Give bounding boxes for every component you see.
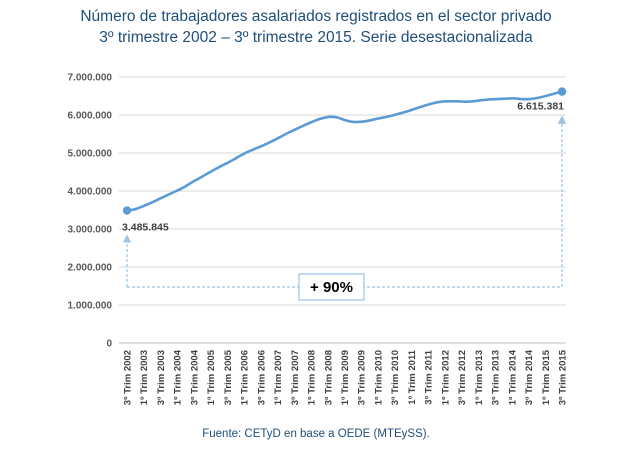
x-tick-label: 3º Trim 2012 — [457, 350, 468, 405]
gridlines — [119, 76, 566, 344]
x-tick-label: 1º Trim 2015 — [541, 349, 552, 405]
x-tick-label: 1º Trim 2012 — [440, 350, 451, 405]
x-tick-label: 3º Trim 2010 — [390, 350, 401, 405]
series-line — [125, 90, 564, 212]
y-axis-tick-labels: 0 1.000.000 2.000.000 3.000.000 4.000.000 5.0… — [68, 73, 113, 350]
y-tick-label: 2.000.000 — [68, 263, 113, 274]
x-tick-label: 3º Trim 2005 — [223, 349, 234, 405]
y-tick-label: 0 — [106, 339, 112, 350]
chart-title: Número de trabajadores asalariados regis… — [0, 6, 632, 48]
source-note: Fuente: CETyD en base a OEDE (MTEySS). — [202, 428, 430, 440]
x-tick-label: 3º Trim 2015 — [558, 349, 569, 405]
x-tick-label: 1º Trim 2008 — [307, 350, 318, 405]
y-tick-label: 3.000.000 — [68, 225, 113, 236]
y-tick-label: 4.000.000 — [68, 187, 113, 198]
y-tick-label: 5.000.000 — [68, 149, 113, 160]
y-tick-label: 7.000.000 — [68, 73, 113, 84]
x-tick-label: 1º Trim 2014 — [507, 349, 518, 405]
x-tick-label: 3º Trim 2006 — [256, 350, 267, 405]
x-tick-label: 3º Trim 2008 — [323, 350, 334, 405]
series-layer: 3.485.845 6.615.381 — [122, 87, 567, 234]
x-tick-label: 1º Trim 2011 — [407, 349, 418, 404]
x-tick-label: 1º Trim 2007 — [273, 350, 284, 405]
x-tick-label: 1º Trim 2005 — [206, 349, 217, 405]
growth-box — [298, 273, 365, 301]
x-tick-label: 3º Trim 2007 — [290, 350, 301, 405]
x-tick-label: 1º Trim 2006 — [240, 350, 251, 405]
x-axis-tick-labels: 3º Trim 2002 1º Trim 2003 3º Trim 2003 1º T… — [123, 349, 569, 405]
chart-title-line-1: Número de trabajadores asalariados regis… — [80, 8, 552, 25]
growth-label: + 90% — [310, 279, 353, 296]
x-tick-label: 1º Trim 2003 — [139, 350, 150, 405]
x-tick-label: 3º Trim 2009 — [357, 350, 368, 405]
start-point-marker — [122, 206, 132, 215]
y-tick-label: 6.000.000 — [68, 111, 113, 122]
x-tick-label: 3º Trim 2002 — [123, 350, 134, 405]
x-tick-label: 3º Trim 2003 — [156, 350, 167, 405]
end-point-marker — [557, 87, 567, 96]
x-tick-label: 1º Trim 2013 — [474, 350, 485, 405]
x-tick-label: 3º Trim 2014 — [524, 349, 535, 405]
x-tick-label: 1º Trim 2009 — [340, 350, 351, 405]
x-tick-label: 1º Trim 2010 — [373, 350, 384, 405]
growth-annotation: + 90% — [122, 115, 567, 301]
chart-title-line-2: 3º trimestre 2002 – 3º trimestre 2015. S… — [99, 29, 533, 46]
x-tick-label: 1º Trim 2004 — [173, 349, 184, 405]
end-value-label: 6.615.381 — [517, 101, 564, 113]
x-tick-label: 3º Trim 2011 — [424, 349, 435, 404]
x-tick-label: 3º Trim 2013 — [491, 350, 502, 405]
x-tick-label: 3º Trim 2004 — [189, 349, 200, 405]
y-tick-label: 1.000.000 — [68, 301, 113, 312]
start-value-label: 3.485.845 — [122, 222, 169, 234]
